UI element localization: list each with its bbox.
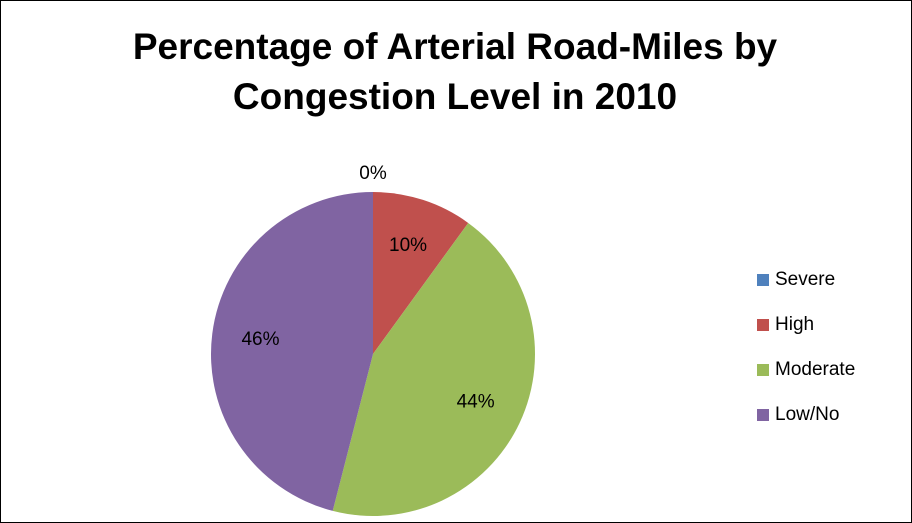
pie-slice [211, 192, 373, 511]
legend-swatch [757, 364, 769, 376]
legend-label: Severe [775, 269, 835, 290]
legend-swatch [757, 409, 769, 421]
pie-slice [373, 192, 469, 354]
data-label: 46% [241, 329, 279, 350]
data-label: 0% [359, 163, 387, 184]
legend-swatch [757, 274, 769, 286]
legend-label: Moderate [775, 359, 855, 380]
legend-swatch [757, 319, 769, 331]
legend-label: Low/No [775, 404, 839, 425]
data-label: 10% [389, 235, 427, 256]
pie-slice [332, 222, 535, 516]
chart-title: Percentage of Arterial Road-Miles by Con… [132, 26, 778, 117]
legend-label: High [775, 314, 814, 335]
data-label: 44% [457, 391, 495, 412]
